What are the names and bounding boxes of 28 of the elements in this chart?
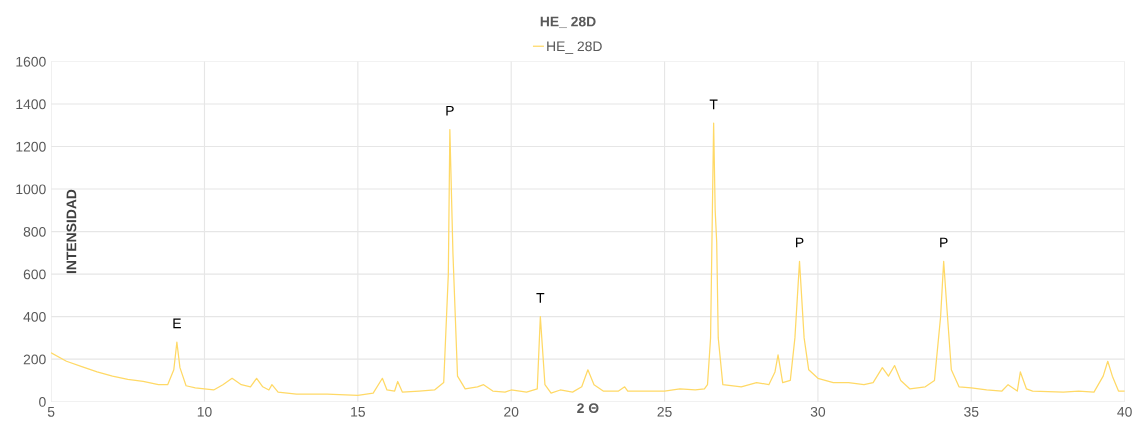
annotation: P xyxy=(940,237,948,248)
y-tick-label: 1200 xyxy=(16,141,46,152)
y-tick-label: 1600 xyxy=(16,56,46,67)
chart-title: HE_ 28D xyxy=(540,16,596,29)
y-tick-label: 1000 xyxy=(16,184,46,195)
annotation: T xyxy=(536,293,545,303)
x-tick-label: 25 xyxy=(657,406,672,417)
y-axis-title: INTENSIDAD xyxy=(66,189,77,274)
annotation: P xyxy=(796,237,804,248)
x-tick-label: 30 xyxy=(810,406,826,417)
y-tick-label: 1400 xyxy=(16,99,46,110)
annotation: T xyxy=(709,99,718,110)
y-tick-label: 800 xyxy=(23,226,46,237)
x-tick-label: 40 xyxy=(1117,406,1132,417)
x-tick-label: 35 xyxy=(964,406,979,417)
y-tick-label: 600 xyxy=(23,269,46,280)
x-tick-label: 5 xyxy=(47,407,55,417)
y-tick-label: 200 xyxy=(23,354,46,365)
y-tick-label: 0 xyxy=(39,397,46,407)
line-series xyxy=(51,122,1125,396)
x-tick-label: 15 xyxy=(351,407,365,417)
legend-label: HE_ 28D xyxy=(547,41,602,54)
annotation: E xyxy=(173,318,181,329)
x-tick-label: 20 xyxy=(504,406,519,417)
y-tick-label: 400 xyxy=(23,311,46,322)
annotation: P xyxy=(446,105,454,116)
x-axis-title: 2 Θ xyxy=(577,403,599,414)
x-tick-label: 10 xyxy=(197,406,212,417)
